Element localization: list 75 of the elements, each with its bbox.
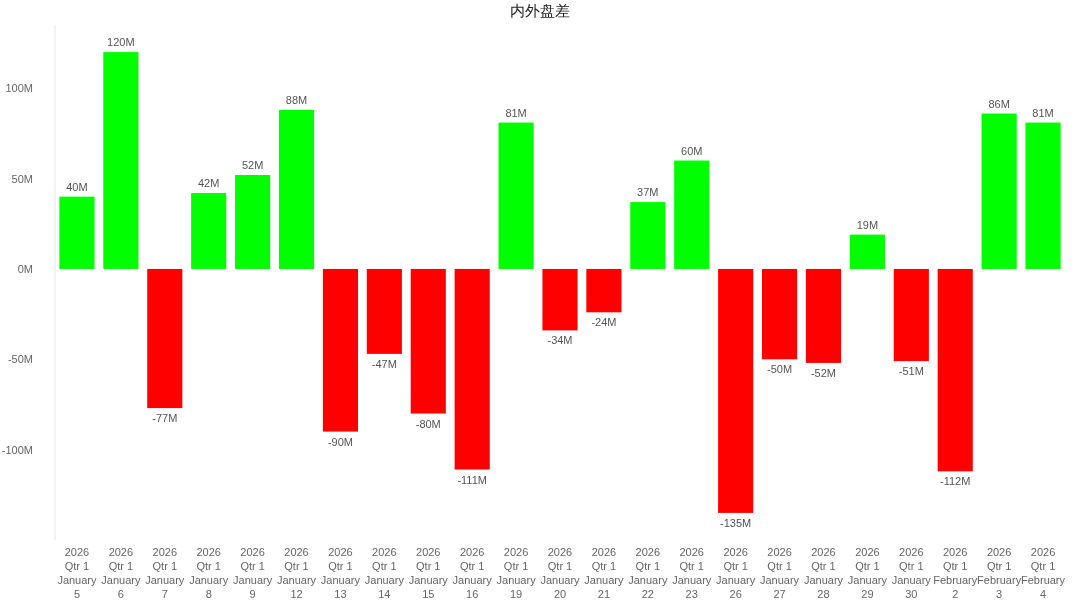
data-label: 52M bbox=[241, 158, 264, 171]
data-label: 86M bbox=[988, 97, 1010, 110]
x-tick-label: 2026 Qtr 1 January 14 bbox=[364, 546, 405, 600]
data-label: 81M bbox=[1032, 106, 1054, 119]
y-tick-label: -100M bbox=[1, 443, 33, 456]
x-tick-label: 2026 Qtr 1 January 12 bbox=[276, 546, 317, 600]
x-tick-label: 2026 Qtr 1 January 29 bbox=[847, 546, 888, 600]
data-label: 81M bbox=[505, 106, 527, 119]
bar bbox=[674, 160, 710, 269]
data-label: -52M bbox=[810, 366, 837, 379]
x-tick-label: 2026 Qtr 1 January 6 bbox=[101, 546, 141, 600]
x-tick-label: 2026 Qtr 1 January 19 bbox=[496, 546, 537, 600]
x-tick-label: 2026 Qtr 1 January 15 bbox=[408, 546, 449, 600]
x-tick-label: 2026 Qtr 1 January 20 bbox=[540, 546, 581, 600]
data-label: -34M bbox=[547, 334, 573, 347]
x-tick-label: 2026 Qtr 1 January 21 bbox=[584, 546, 624, 600]
y-tick-label: -50M bbox=[7, 353, 33, 366]
bar bbox=[762, 268, 798, 360]
x-tick-label: 2026 Qtr 1 January 28 bbox=[803, 546, 844, 600]
data-label: -51M bbox=[898, 365, 924, 378]
bar bbox=[718, 268, 754, 513]
bar bbox=[366, 268, 402, 354]
bar bbox=[322, 268, 358, 432]
x-tick-label: 2026 Qtr 1 January 27 bbox=[759, 546, 800, 600]
bar bbox=[893, 268, 929, 362]
data-label: 40M bbox=[66, 180, 88, 193]
data-label: -112M bbox=[940, 475, 971, 488]
data-label: 19M bbox=[856, 218, 879, 231]
data-label: 42M bbox=[197, 177, 220, 190]
data-label: -135M bbox=[720, 516, 752, 529]
bar bbox=[805, 268, 842, 363]
chart-title: 内外盘差 bbox=[510, 2, 570, 19]
y-tick-label: 100M bbox=[5, 82, 33, 95]
bar bbox=[937, 268, 973, 472]
bar bbox=[191, 193, 227, 269]
bar bbox=[147, 268, 183, 409]
data-label: -111M bbox=[457, 473, 487, 486]
x-tick-label: 2026 Qtr 1 January 23 bbox=[672, 546, 712, 600]
data-label: -80M bbox=[415, 417, 441, 430]
bar bbox=[454, 268, 490, 470]
x-tick-label: 2026 Qtr 1 January 26 bbox=[716, 546, 756, 600]
x-tick-label: 2026 Qtr 1 January 8 bbox=[189, 546, 229, 600]
data-label: 60M bbox=[681, 144, 703, 157]
x-tick-label: 2026 Qtr 1 January 5 bbox=[57, 546, 98, 600]
x-tick-label: 2026 Qtr 1 January 16 bbox=[452, 546, 493, 600]
bar bbox=[1025, 122, 1061, 269]
bar bbox=[981, 113, 1017, 269]
bar bbox=[630, 202, 666, 269]
x-tick-label: 2026 Qtr 1 January 30 bbox=[891, 546, 932, 600]
y-tick-label: 50M bbox=[11, 172, 33, 185]
x-tick-label: 2026 Qtr 1 February 2 bbox=[933, 546, 978, 600]
bar bbox=[59, 196, 95, 269]
x-tick-label: 2026 Qtr 1 January 22 bbox=[628, 546, 668, 600]
data-label: -77M bbox=[152, 412, 178, 425]
data-label: -47M bbox=[371, 357, 397, 370]
bar bbox=[235, 174, 271, 269]
x-tick-label: 2026 Qtr 1 January 13 bbox=[320, 546, 361, 600]
data-label: -90M bbox=[327, 435, 353, 448]
bar bbox=[103, 52, 139, 269]
y-tick-label: 0M bbox=[17, 262, 33, 275]
bar bbox=[586, 268, 622, 313]
x-tick-label: 2026 Qtr 1 February 3 bbox=[977, 546, 1022, 600]
data-label: -24M bbox=[591, 316, 617, 329]
data-label: -50M bbox=[767, 363, 793, 376]
x-tick-label: 2026 Qtr 1 February 4 bbox=[1021, 546, 1066, 600]
bar bbox=[498, 122, 534, 269]
x-tick-label: 2026 Qtr 1 January 7 bbox=[145, 546, 185, 600]
data-label: 88M bbox=[285, 93, 308, 106]
bar bbox=[410, 268, 446, 414]
bar bbox=[278, 109, 315, 269]
data-label: 37M bbox=[637, 186, 659, 199]
bar bbox=[849, 234, 885, 269]
data-label: 120M bbox=[107, 36, 135, 49]
x-tick-label: 2026 Qtr 1 January 9 bbox=[233, 546, 273, 600]
bar bbox=[542, 268, 578, 331]
